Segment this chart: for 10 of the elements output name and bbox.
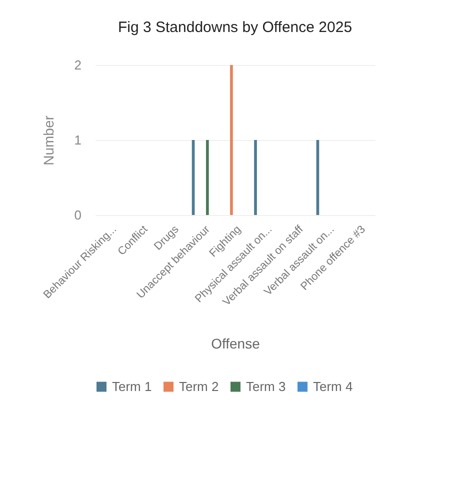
- y-axis-title: Number: [40, 115, 56, 166]
- legend-label: Term 1: [112, 378, 152, 394]
- y-tick-label: 1: [74, 132, 82, 148]
- legend-label: Term 2: [179, 378, 219, 394]
- y-tick-label: 0: [74, 208, 82, 222]
- chart-title: Fig 3 Standdowns by Offence 2025: [118, 19, 352, 36]
- legend-label: Term 4: [313, 378, 353, 394]
- y-tick-label: 2: [74, 58, 82, 72]
- x-axis-title: Offense: [211, 336, 260, 352]
- legend-label: Term 3: [246, 378, 286, 394]
